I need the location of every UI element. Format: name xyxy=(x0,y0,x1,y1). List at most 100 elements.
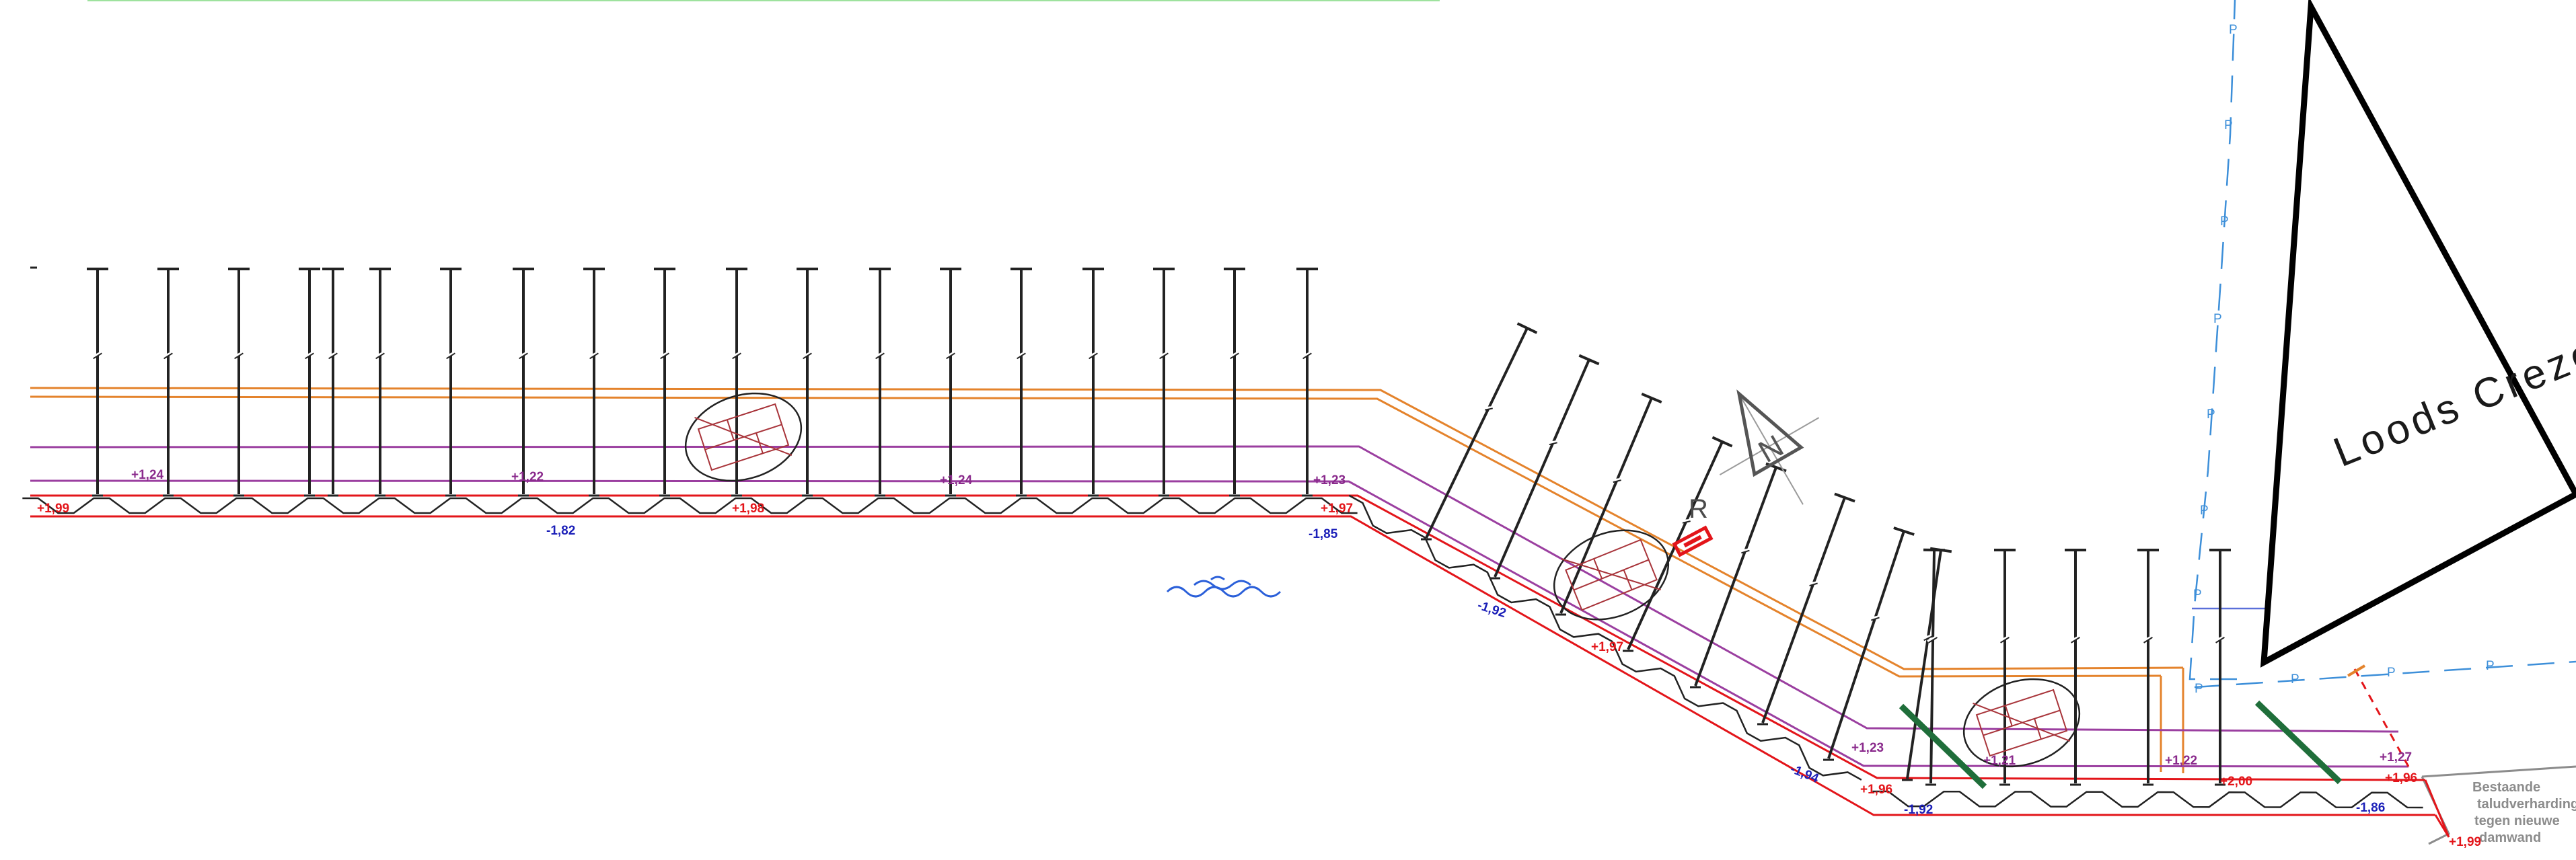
note-line-2: taludverharding xyxy=(2477,797,2576,812)
ground-anchors xyxy=(30,266,2231,786)
existing-revetment-note: Bestaande taludverharding tegen nieuwe d… xyxy=(2472,780,2576,845)
anchor-icon xyxy=(797,268,818,497)
building-label: Loods Crezee xyxy=(2327,317,2576,476)
anchor-icon xyxy=(1296,268,1318,497)
note-line-1: Bestaande xyxy=(2472,780,2540,795)
level-purple-6: +1,21 xyxy=(1983,754,2016,768)
level-red-4: +1,97 xyxy=(1591,640,1623,654)
anchor-icon xyxy=(1757,492,1855,726)
level-purple-4: +1,23 xyxy=(1313,473,1346,487)
sheet-pile-line-outer xyxy=(30,494,2426,781)
cable-marker: P xyxy=(2291,672,2299,687)
note-line-4: damwand xyxy=(2479,830,2541,845)
cable-marker: P xyxy=(2229,23,2238,37)
level-labels-blue: -1,82 -1,85 -1,92 -1,94 -1,92 -1,86 xyxy=(546,524,2385,817)
capping-beam-line-inner xyxy=(30,395,2162,678)
anchor-icon xyxy=(1823,526,1915,761)
anchor-icon xyxy=(369,268,391,497)
sheet-pile-profile xyxy=(1872,790,2423,809)
vent-marker xyxy=(1672,525,1714,557)
existing-revetment-line xyxy=(2421,765,2576,778)
level-purple-7: +1,22 xyxy=(2165,754,2197,768)
wall-end-tick xyxy=(2347,664,2366,677)
cable-marker: P xyxy=(2224,118,2233,132)
waler-detail-icon xyxy=(1962,678,2081,768)
anchor-icon xyxy=(654,268,675,497)
cable-marker: P xyxy=(2193,588,2202,602)
diagonal-strut-right xyxy=(2254,700,2343,785)
anchor-wale-line-lower xyxy=(30,479,2409,768)
level-purple-5: +1,23 xyxy=(1851,741,1884,755)
level-blue-5: -1,92 xyxy=(1904,803,1933,817)
diagonal-strut-left xyxy=(1899,703,1987,789)
waler-detail-icon xyxy=(1553,529,1670,621)
level-purple-2: +1,22 xyxy=(511,470,544,484)
level-labels-red: +1,99 +1,98 +1,97 +1,97 +1,96 +2,00 +1,9… xyxy=(37,502,2481,849)
sheet-pile-wall xyxy=(22,494,2450,838)
level-purple-8: +1,27 xyxy=(2380,750,2412,765)
anchor-icon xyxy=(299,268,320,497)
level-purple-1: +1,24 xyxy=(131,468,164,482)
anchor-icon xyxy=(1994,549,2016,786)
north-arrow-icon: N xyxy=(1719,389,1820,505)
cable-marker: P xyxy=(2486,659,2495,673)
anchor-icon xyxy=(869,268,891,497)
anchor-icon xyxy=(2137,549,2159,786)
waler-detail-icon xyxy=(684,392,803,482)
level-labels-purple: +1,24 +1,22 +1,24 +1,23 +1,23 +1,21 +1,2… xyxy=(131,468,2412,768)
anchor-icon xyxy=(940,268,961,497)
level-purple-3: +1,24 xyxy=(940,473,973,487)
anchor-icon xyxy=(440,268,462,497)
anchor-icon xyxy=(228,268,250,497)
cable-marker: P xyxy=(2195,682,2203,696)
sheet-pile-profile xyxy=(22,497,1358,514)
anchor-icon xyxy=(2065,549,2086,786)
anchor-icon xyxy=(1224,268,1245,497)
anchor-icon xyxy=(1421,322,1538,541)
anchor-icon xyxy=(322,268,344,497)
capping-beam-line-outer xyxy=(30,387,2184,670)
cable-marker: P xyxy=(2213,312,2222,326)
sheet-pile-profile xyxy=(1348,494,1862,781)
level-blue-1: -1,82 xyxy=(546,524,575,538)
north-arrow-mark: R xyxy=(1689,494,1708,524)
level-blue-6: -1,86 xyxy=(2356,801,2385,815)
anchor-wale-line-upper xyxy=(30,445,2399,733)
water-level-icon xyxy=(1166,576,1282,598)
anchor-icon xyxy=(1923,548,1946,786)
sheet-pile-end xyxy=(2424,779,2450,838)
cable-line-vertical xyxy=(2188,0,2237,680)
note-line-3: tegen nieuwe xyxy=(2474,814,2560,828)
existing-revetment-edge xyxy=(2421,776,2450,845)
sheet-pile-line-inner xyxy=(30,515,2435,816)
level-red-8: +1,99 xyxy=(2449,835,2481,849)
level-blue-4: -1,94 xyxy=(1788,762,1820,786)
anchor-icon xyxy=(1489,354,1600,580)
cable-marker: P xyxy=(2207,407,2215,422)
level-blue-2: -1,85 xyxy=(1309,527,1338,541)
cable-marker: P xyxy=(2387,666,2396,680)
anchor-icon xyxy=(1010,268,1032,497)
level-red-7: +1,96 xyxy=(2385,771,2417,785)
anchor-icon xyxy=(1555,392,1662,616)
anchor-icon xyxy=(1082,268,1104,497)
anchor-icon xyxy=(157,268,179,497)
building-outline xyxy=(2260,0,2576,668)
anchor-icon xyxy=(1153,268,1175,497)
anchor-icon xyxy=(726,268,747,497)
cable-line-horizontal xyxy=(2194,660,2576,689)
anchor-icon xyxy=(87,268,108,497)
level-red-1: +1,99 xyxy=(37,502,69,516)
wall-end-marker xyxy=(2353,668,2410,767)
anchor-icon xyxy=(513,268,534,497)
level-red-3: +1,97 xyxy=(1321,502,1353,516)
level-red-5: +1,96 xyxy=(1860,783,1892,797)
level-red-6: +2,00 xyxy=(2220,775,2252,789)
anchor-icon xyxy=(2209,549,2231,786)
level-blue-3: -1,92 xyxy=(1475,598,1508,621)
cable-marker: P xyxy=(2220,214,2229,229)
cable-marker: P xyxy=(2200,504,2209,518)
level-red-2: +1,98 xyxy=(732,502,764,516)
anchor-icon xyxy=(583,268,605,497)
